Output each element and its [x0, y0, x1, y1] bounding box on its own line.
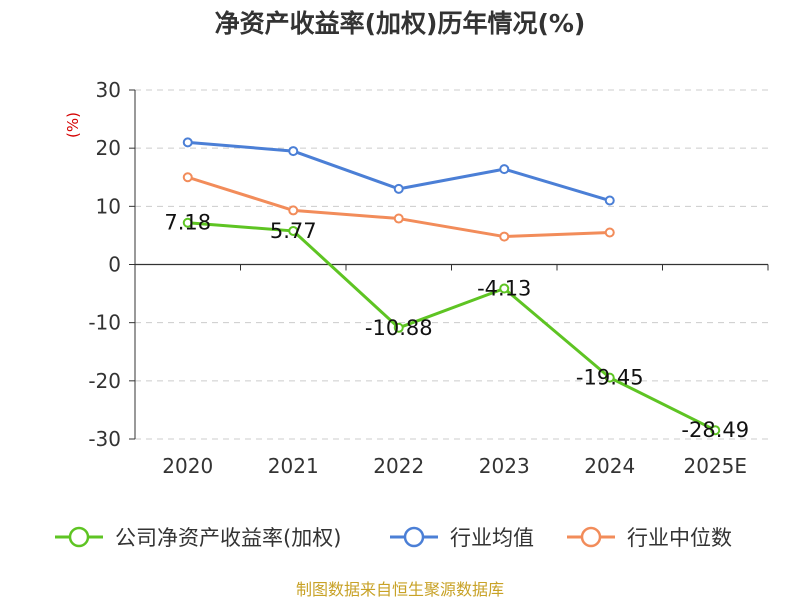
series-layer [182, 137, 721, 436]
y-tick-label: 10 [96, 194, 121, 218]
series-point-2 [604, 227, 615, 238]
data-label: -28.49 [681, 418, 749, 442]
series-point-2 [288, 205, 299, 216]
y-tick-label: 30 [96, 78, 121, 102]
data-labels: 7.18 5.77 -10.88 -4.13 -19.45 -28.49 [164, 211, 749, 442]
legend-label: 行业中位数 [627, 526, 732, 550]
y-tick-label: -10 [88, 311, 121, 335]
series-point-1 [182, 137, 193, 148]
y-tick-label: 0 [108, 253, 121, 277]
data-label: -19.45 [576, 366, 644, 390]
x-tick-label: 2020 [162, 454, 213, 478]
chart-title: 净资产收益率(加权)历年情况(%) [215, 9, 586, 38]
series-point-0 [499, 283, 510, 294]
x-tick-label: 2024 [584, 454, 635, 478]
series-point-1 [499, 164, 510, 175]
series-point-1 [604, 195, 615, 206]
y-tick-label: 20 [96, 136, 121, 160]
series-point-0 [182, 217, 193, 228]
x-tick-label: 2021 [268, 454, 319, 478]
series-point-0 [288, 225, 299, 236]
series-point-0 [604, 372, 615, 383]
series-point-2 [499, 231, 510, 242]
series-point-1 [393, 183, 404, 194]
data-label: -10.88 [365, 316, 433, 340]
legend-label: 行业均值 [450, 526, 534, 550]
series-line-0 [187, 221, 716, 432]
axes: 30 20 10 0 -10 -20 -30 2020 2021 2022 2023 2024 2025… [88, 78, 769, 478]
x-tick-label: 2022 [373, 454, 424, 478]
legend-swatch-marker [580, 526, 602, 548]
series-point-0 [710, 425, 721, 436]
data-label: -4.13 [477, 277, 531, 301]
series-point-2 [393, 213, 404, 224]
series-point-0 [393, 322, 404, 333]
y-tick-label: -20 [88, 369, 121, 393]
data-label: 5.77 [270, 219, 317, 243]
x-tick-label: 2023 [479, 454, 530, 478]
y-tick-label: -30 [88, 427, 121, 451]
legend-swatch-marker [68, 526, 90, 548]
series-point-1 [288, 146, 299, 157]
data-source-note: 制图数据来自恒生聚源数据库 [296, 580, 504, 599]
legend-label: 公司净资产收益率(加权) [115, 526, 341, 550]
x-tick-label: 2025E [683, 454, 747, 478]
y-axis-label: (%) [64, 112, 82, 138]
legend-swatch-marker [403, 526, 425, 548]
legend: 公司净资产收益率(加权) 行业均值 行业中位数 [55, 526, 732, 550]
data-label: 7.18 [164, 211, 211, 235]
series-point-2 [182, 172, 193, 183]
